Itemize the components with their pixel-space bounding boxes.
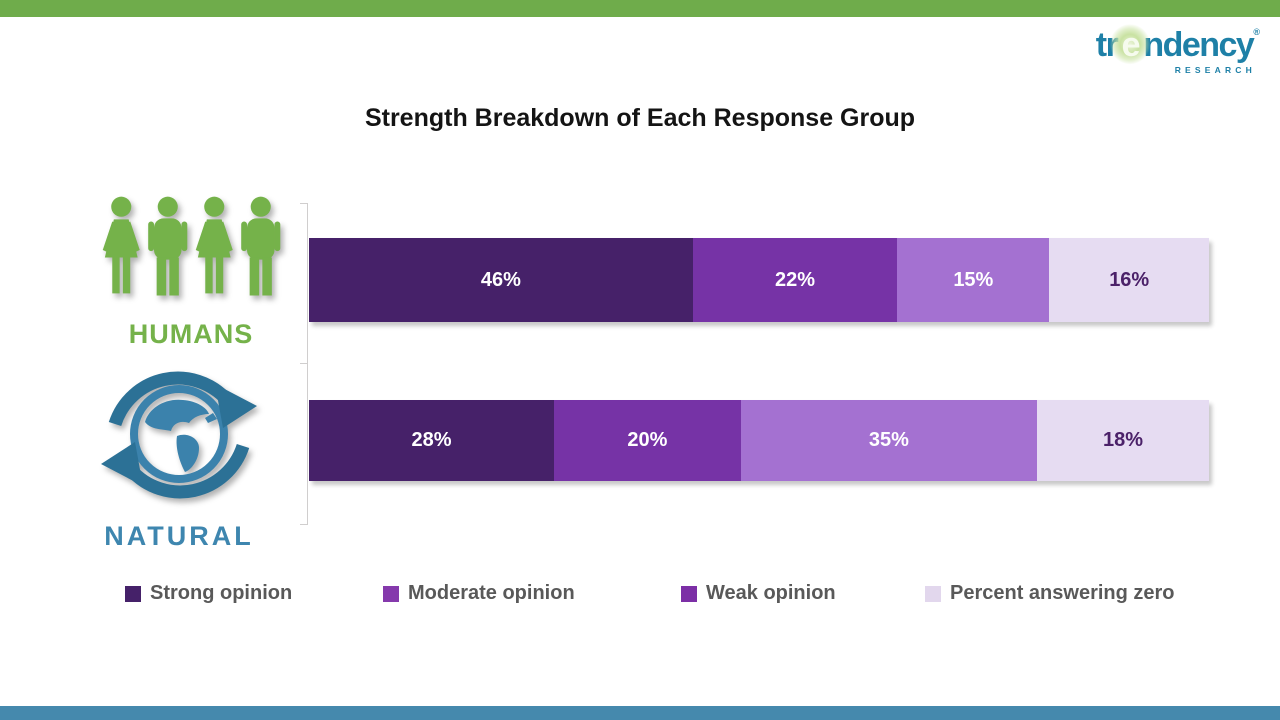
- globe-recycle-icon: [101, 371, 257, 499]
- sunburst-icon: [1110, 24, 1151, 65]
- logo-e-burst: e: [1110, 24, 1151, 65]
- bar-segment: 16%: [1049, 238, 1210, 322]
- logo-text-e: e: [1121, 26, 1141, 64]
- bar-value-label: 35%: [868, 429, 909, 451]
- chart-title: Strength Breakdown of Each Response Grou…: [364, 104, 916, 132]
- axis-tick: [300, 203, 307, 204]
- legend-swatch: [925, 585, 941, 602]
- bar-value-label: 20%: [627, 429, 668, 451]
- logo-wordmark: tr e ndency®: [1096, 24, 1260, 65]
- legend-label: Percent answering zero: [950, 582, 1175, 604]
- bar-value-label: 22%: [775, 268, 816, 291]
- legend-label: Weak opinion: [706, 582, 836, 604]
- natural-row-header: NATURAL: [88, 362, 270, 552]
- registered-mark: ®: [1253, 27, 1260, 37]
- legend-item: Moderate opinion: [383, 582, 575, 605]
- bar-value-label: 46%: [480, 268, 521, 291]
- legend-label: Moderate opinion: [408, 582, 575, 604]
- bar-value-label: 15%: [953, 268, 994, 291]
- legend-item: Strong opinion: [125, 582, 292, 605]
- bar-segment: 35%: [740, 400, 1038, 481]
- logo: tr e ndency® RESEARCH: [1096, 24, 1260, 75]
- row-label-natural: NATURAL: [104, 521, 254, 551]
- legend-item: Weak opinion: [681, 582, 836, 605]
- axis-line: [300, 203, 308, 525]
- bar-value-label: 18%: [1103, 429, 1144, 451]
- legend-item: Percent answering zero: [925, 582, 1175, 605]
- bottom-accent-bar: [0, 706, 1280, 720]
- legend-label: Strong opinion: [150, 582, 293, 604]
- bar-segment: 22%: [692, 238, 898, 322]
- logo-text-post: ndency: [1143, 26, 1255, 64]
- bar-value-label: 28%: [411, 429, 452, 451]
- bars: 46% 22% 15% 16% 28% 20% 35% 18%: [309, 238, 1210, 481]
- axis-tick: [300, 363, 307, 364]
- top-accent-bar: [0, 0, 1280, 17]
- bar-row-humans: 46% 22% 15% 16%: [309, 238, 1210, 322]
- legend-swatch: [681, 585, 697, 602]
- legend: Strong opinion Moderate opinion Weak opini…: [0, 582, 1280, 612]
- legend-swatch: [383, 585, 399, 602]
- bar-segment: 46%: [309, 238, 693, 322]
- row-label-humans: HUMANS: [128, 319, 254, 349]
- logo-subtext: RESEARCH: [1174, 65, 1256, 75]
- bar-value-label: 16%: [1109, 268, 1150, 291]
- axis-tick: [300, 524, 307, 525]
- legend-swatch: [125, 585, 141, 602]
- bar-row-natural: 28% 20% 35% 18%: [309, 400, 1209, 481]
- bar-segment: 28%: [309, 400, 555, 481]
- humans-row-header: HUMANS: [96, 188, 286, 350]
- bar-segment: 18%: [1037, 400, 1209, 481]
- bar-segment: 15%: [897, 238, 1050, 322]
- people-icon: [102, 196, 281, 296]
- bar-segment: 20%: [554, 400, 741, 481]
